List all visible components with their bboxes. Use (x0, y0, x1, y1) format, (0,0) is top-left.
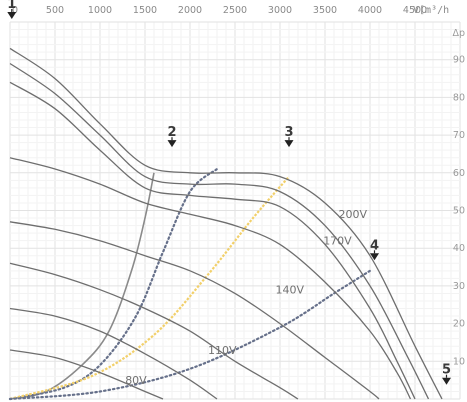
y-tick-label: 10 (453, 356, 465, 367)
curve-label-110v: 110V (208, 344, 237, 357)
marker-arrow-icon-3 (284, 140, 294, 148)
marker-label-3: 3 (284, 125, 293, 140)
marker-arrow-icon-5 (442, 377, 451, 385)
y-tick-label: 80 (453, 92, 465, 103)
marker-arrow-icon-1 (7, 12, 17, 19)
y-tick-label: 70 (453, 130, 465, 141)
x-axis-unit-label: V[m³/h (413, 5, 449, 16)
system-curve-4 (8, 269, 372, 401)
y-tick-label: 90 (453, 55, 465, 66)
fan-curve-line-2 (9, 81, 416, 400)
x-tick-label: 1000 (88, 5, 112, 16)
marker-arrow-icon-2 (167, 140, 177, 148)
x-tick-label: 4500 (403, 5, 427, 16)
curve-label-80v: 80V (125, 374, 147, 387)
x-tick-label: 4000 (358, 5, 382, 16)
marker-arrow-icon-4 (370, 253, 379, 261)
y-tick-label: 50 (453, 206, 465, 217)
x-tick-label: 3500 (313, 5, 337, 16)
x-tick-label: 0 (12, 5, 18, 16)
y-tick-label: 40 (453, 243, 465, 254)
fan-curve-line-1 (9, 62, 430, 400)
curve-label-200v: 200V (339, 208, 368, 221)
fan-curve-line-3 (9, 157, 412, 400)
fan-curve-line-6 (9, 307, 218, 400)
curve-label-140v: 140V (276, 283, 305, 296)
fan-curve-line-4 (9, 221, 380, 400)
y-tick-label: 20 (453, 319, 465, 330)
marker-label-5: 5 (442, 363, 451, 378)
marker-label-2: 2 (167, 125, 176, 140)
x-tick-label: 2500 (223, 5, 247, 16)
x-tick-label: 3000 (268, 5, 292, 16)
y-tick-label: 60 (453, 168, 465, 179)
system-curve-2 (8, 167, 219, 401)
fan-curve-line-5 (9, 262, 299, 400)
fan-curve-line-0 (9, 47, 443, 400)
fan-curve-line-7 (9, 349, 164, 400)
x-tick-label: 1500 (133, 5, 157, 16)
y-tick-label: 30 (453, 281, 465, 292)
x-tick-label: 2000 (178, 5, 202, 16)
marker-label-1: 1 (7, 0, 16, 12)
marker-label-4: 4 (370, 238, 379, 253)
curve-label-170v: 170V (323, 234, 352, 247)
x-tick-label: 500 (46, 5, 64, 16)
system-curve-3 (9, 175, 290, 401)
y-axis-unit-label: Δp (452, 28, 465, 39)
